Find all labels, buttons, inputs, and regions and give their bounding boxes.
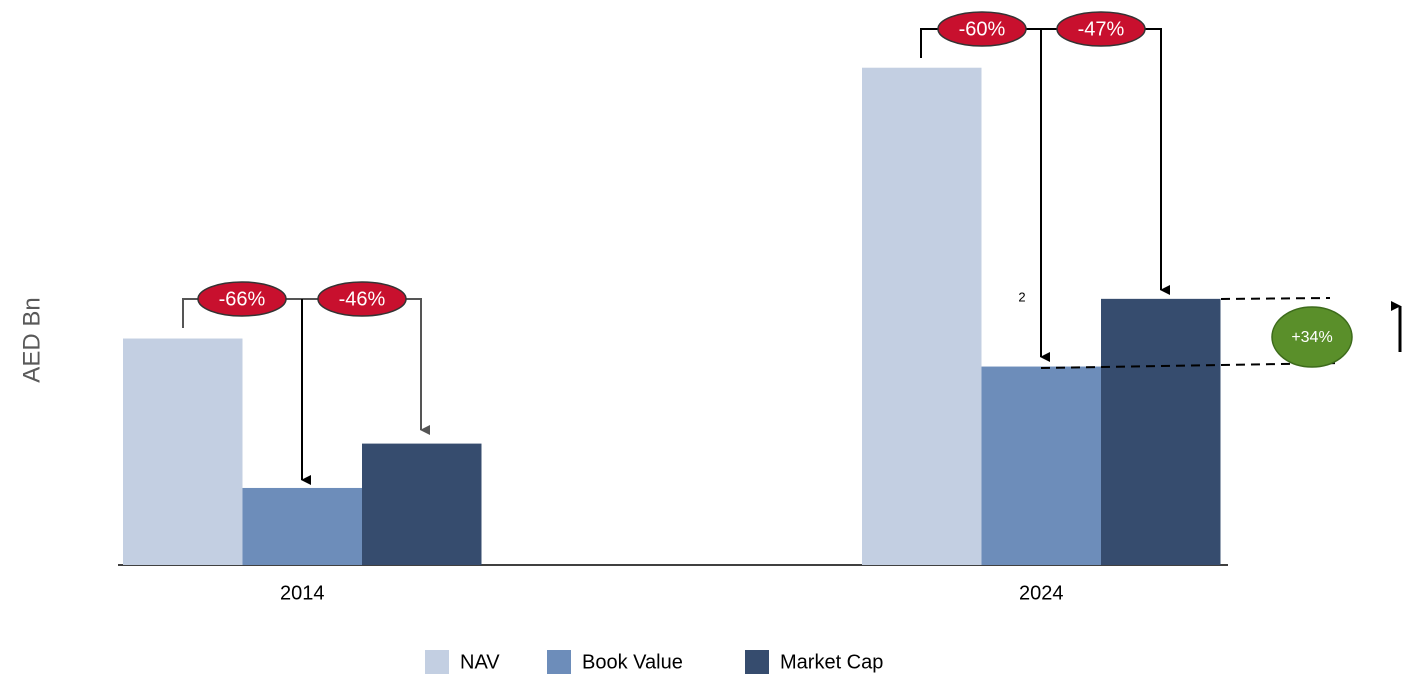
- annotation: -60%: [959, 18, 1006, 40]
- bar: [981, 366, 1101, 565]
- annotation: -47%: [1078, 18, 1125, 40]
- x-tick-label: 2024: [1019, 582, 1064, 604]
- annotation: 2: [1018, 289, 1025, 304]
- annotation: -46%: [339, 288, 386, 310]
- x-tick-label: 2014: [280, 582, 325, 604]
- bar: [123, 338, 243, 565]
- annotation: -66%: [219, 288, 266, 310]
- bar: [242, 487, 362, 565]
- legend-label: NAV: [460, 651, 500, 673]
- legend-swatch: [745, 650, 769, 674]
- bar: [1101, 298, 1221, 565]
- annotation: +34%: [1291, 329, 1332, 346]
- bar: [362, 443, 482, 565]
- legend-swatch: [547, 650, 571, 674]
- annotation-badges: [197, 11, 1353, 368]
- legend-label: Book Value: [582, 651, 683, 673]
- bar: [862, 67, 982, 566]
- y-axis-label: AED Bn: [18, 297, 45, 382]
- legend-label: Market Cap: [780, 651, 883, 673]
- legend-swatch: [425, 650, 449, 674]
- annotation-connectors: [182, 28, 1402, 485]
